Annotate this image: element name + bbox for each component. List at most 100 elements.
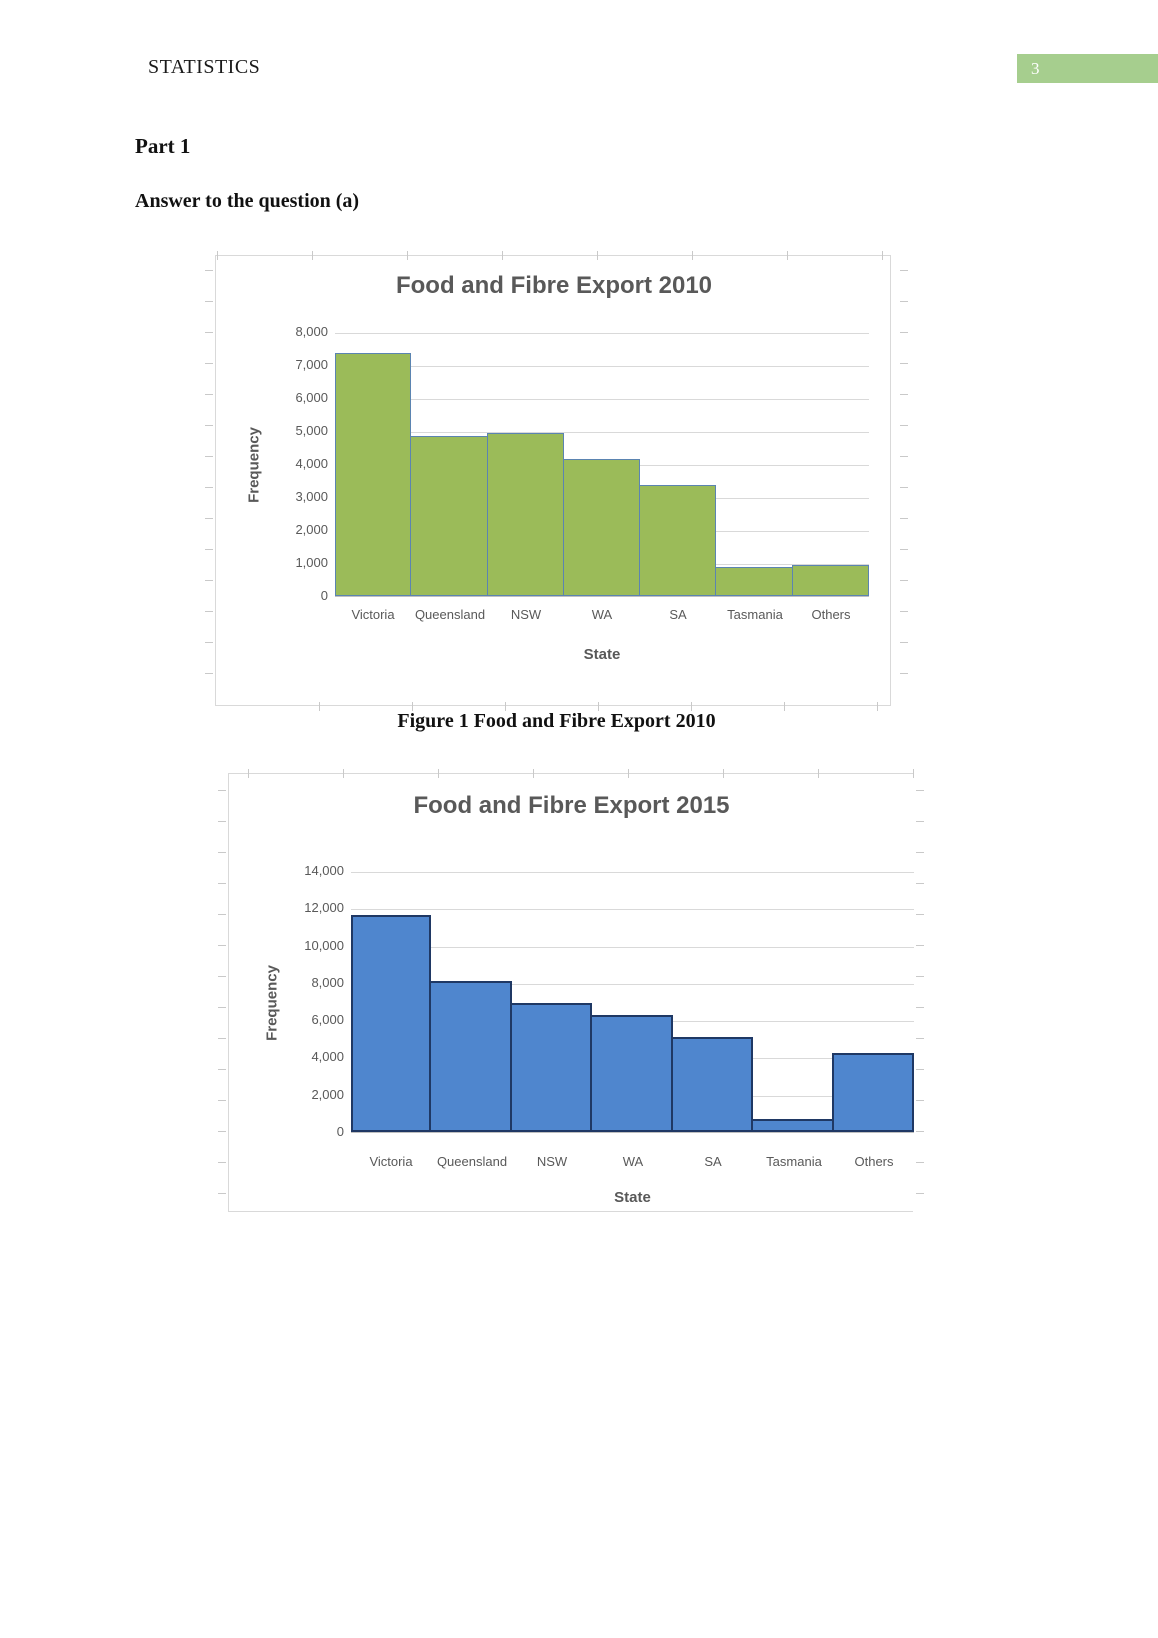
x-axis-title: State xyxy=(583,646,621,663)
chart-frame: Food and Fibre Export 2015 Frequency Sta… xyxy=(228,773,914,1212)
worksheet-row-tick xyxy=(900,611,908,612)
x-axis-category-label: Victoria xyxy=(369,1154,413,1169)
y-axis-tick-label: 4,000 xyxy=(311,1049,344,1064)
y-axis-tick-label: 4,000 xyxy=(295,456,328,471)
part-heading: Part 1 xyxy=(135,134,191,158)
y-axis-tick-label: 2,000 xyxy=(311,1087,344,1102)
worksheet-column-tick xyxy=(818,769,819,778)
worksheet-row-tick xyxy=(900,518,908,519)
worksheet-row-tick xyxy=(900,394,908,395)
worksheet-row-tick xyxy=(900,456,908,457)
worksheet-row-tick xyxy=(916,1038,924,1039)
worksheet-row-tick xyxy=(218,1193,226,1194)
figure-caption: Figure 1 Food and Fibre Export 2010 xyxy=(397,710,716,732)
x-axis-category-label: Queensland xyxy=(414,607,486,622)
x-axis-category-label: Tasmania xyxy=(727,607,783,622)
worksheet-row-tick xyxy=(218,976,226,977)
chart-title: Food and Fibre Export 2015 xyxy=(413,792,730,819)
worksheet-column-tick xyxy=(628,769,629,778)
y-axis-tick-label: 14,000 xyxy=(304,863,344,878)
worksheet-row-tick xyxy=(218,790,226,791)
bar-others xyxy=(792,565,869,596)
worksheet-row-tick xyxy=(205,549,213,550)
bar-sa xyxy=(671,1037,753,1132)
worksheet-row-tick xyxy=(205,487,213,488)
worksheet-row-tick xyxy=(205,642,213,643)
worksheet-column-tick xyxy=(407,251,408,260)
worksheet-row-tick xyxy=(218,945,226,946)
gridline xyxy=(335,399,869,400)
x-axis-category-label: SA xyxy=(704,1154,722,1169)
gridline xyxy=(351,872,914,873)
worksheet-column-tick xyxy=(438,769,439,778)
x-axis-category-label: Others xyxy=(811,607,851,622)
worksheet-column-tick xyxy=(877,702,878,711)
worksheet-row-tick xyxy=(916,883,924,884)
page-number: 3 xyxy=(1031,58,1040,78)
worksheet-row-tick xyxy=(218,1069,226,1070)
worksheet-column-tick xyxy=(412,702,413,711)
embedded-chart-screenshot-2010: Food and Fibre Export 2010 Frequency Sta… xyxy=(205,248,908,716)
worksheet-row-tick xyxy=(916,1007,924,1008)
bar-victoria xyxy=(351,915,431,1132)
worksheet-row-tick xyxy=(900,673,908,674)
worksheet-row-tick xyxy=(900,425,908,426)
x-axis-category-label: NSW xyxy=(510,607,542,622)
worksheet-row-tick xyxy=(205,456,213,457)
worksheet-column-tick xyxy=(505,702,506,711)
worksheet-column-tick xyxy=(692,251,693,260)
worksheet-row-tick xyxy=(218,1162,226,1163)
worksheet-column-tick xyxy=(784,702,785,711)
y-axis-tick-label: 7,000 xyxy=(295,357,328,372)
plot-area xyxy=(335,333,869,597)
y-axis-tick-label: 0 xyxy=(320,588,328,603)
x-axis-category-label: WA xyxy=(591,607,613,622)
worksheet-row-tick xyxy=(916,821,924,822)
running-head: STATISTICS xyxy=(148,56,261,78)
y-axis-tick-label: 12,000 xyxy=(304,900,344,915)
x-axis-category-label: SA xyxy=(669,607,687,622)
worksheet-row-tick xyxy=(916,1131,924,1132)
worksheet-row-tick xyxy=(218,1100,226,1101)
worksheet-column-tick xyxy=(533,769,534,778)
page-number-box: 3 xyxy=(1017,54,1158,83)
worksheet-row-tick xyxy=(916,976,924,977)
worksheet-column-tick xyxy=(502,251,503,260)
worksheet-row-tick xyxy=(900,642,908,643)
gridline xyxy=(351,909,914,910)
worksheet-row-tick xyxy=(205,363,213,364)
embedded-chart-screenshot-2015: Food and Fibre Export 2015 Frequency Sta… xyxy=(218,760,924,1222)
worksheet-row-tick xyxy=(205,301,213,302)
worksheet-row-tick xyxy=(218,852,226,853)
bar-queensland xyxy=(429,981,512,1132)
worksheet-row-tick xyxy=(900,301,908,302)
worksheet-column-tick xyxy=(691,702,692,711)
worksheet-row-tick xyxy=(205,518,213,519)
x-axis-category-label: Tasmania xyxy=(766,1154,822,1169)
worksheet-row-tick xyxy=(916,1162,924,1163)
worksheet-column-tick xyxy=(343,769,344,778)
y-axis-tick-label: 5,000 xyxy=(295,423,328,438)
worksheet-column-tick xyxy=(217,251,218,260)
worksheet-row-tick xyxy=(916,1100,924,1101)
gridline xyxy=(351,984,914,985)
worksheet-row-tick xyxy=(205,425,213,426)
worksheet-row-tick xyxy=(916,914,924,915)
bar-tasmania xyxy=(751,1119,834,1132)
y-axis-tick-label: 6,000 xyxy=(311,1012,344,1027)
worksheet-column-tick xyxy=(319,702,320,711)
bar-sa xyxy=(639,485,716,596)
worksheet-row-tick xyxy=(916,852,924,853)
x-axis-title: State xyxy=(614,1189,651,1206)
y-axis-tick-label: 10,000 xyxy=(304,938,344,953)
gridline xyxy=(335,432,869,433)
worksheet-column-tick xyxy=(312,251,313,260)
worksheet-row-tick xyxy=(900,363,908,364)
worksheet-row-tick xyxy=(218,914,226,915)
worksheet-row-tick xyxy=(916,945,924,946)
worksheet-row-tick xyxy=(900,549,908,550)
x-axis-category-label: Victoria xyxy=(351,607,395,622)
bar-tasmania xyxy=(715,567,793,596)
gridline xyxy=(351,947,914,948)
